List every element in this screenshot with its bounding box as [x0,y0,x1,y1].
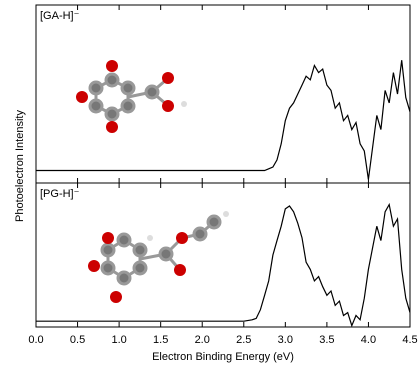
chart: Photoelectron Intensity Electron Binding… [0,0,419,366]
panel-title: [GA-H]⁻ [40,10,80,22]
y-axis-label: Photoelectron Intensity [14,110,26,222]
x-tick-label: 3.0 [278,334,293,346]
plot-frame [36,183,410,327]
molecule-ga [76,60,187,133]
panel-title: [PG-H]⁻ [40,188,80,200]
x-tick-label: 1.0 [111,334,126,346]
x-tick-label: 0.5 [70,334,85,346]
x-tick-label: 2.0 [195,334,210,346]
x-tick-label: 4.0 [361,334,376,346]
x-tick-label: 2.5 [236,334,251,346]
x-tick-label: 0.0 [28,334,43,346]
x-tick-label: 1.5 [153,334,168,346]
x-tick-label: 3.5 [319,334,334,346]
molecule-pg [88,211,229,303]
spectrum-line [36,60,410,179]
x-tick-label: 4.5 [402,334,417,346]
x-axis-label: Electron Binding Energy (eV) [152,351,294,363]
